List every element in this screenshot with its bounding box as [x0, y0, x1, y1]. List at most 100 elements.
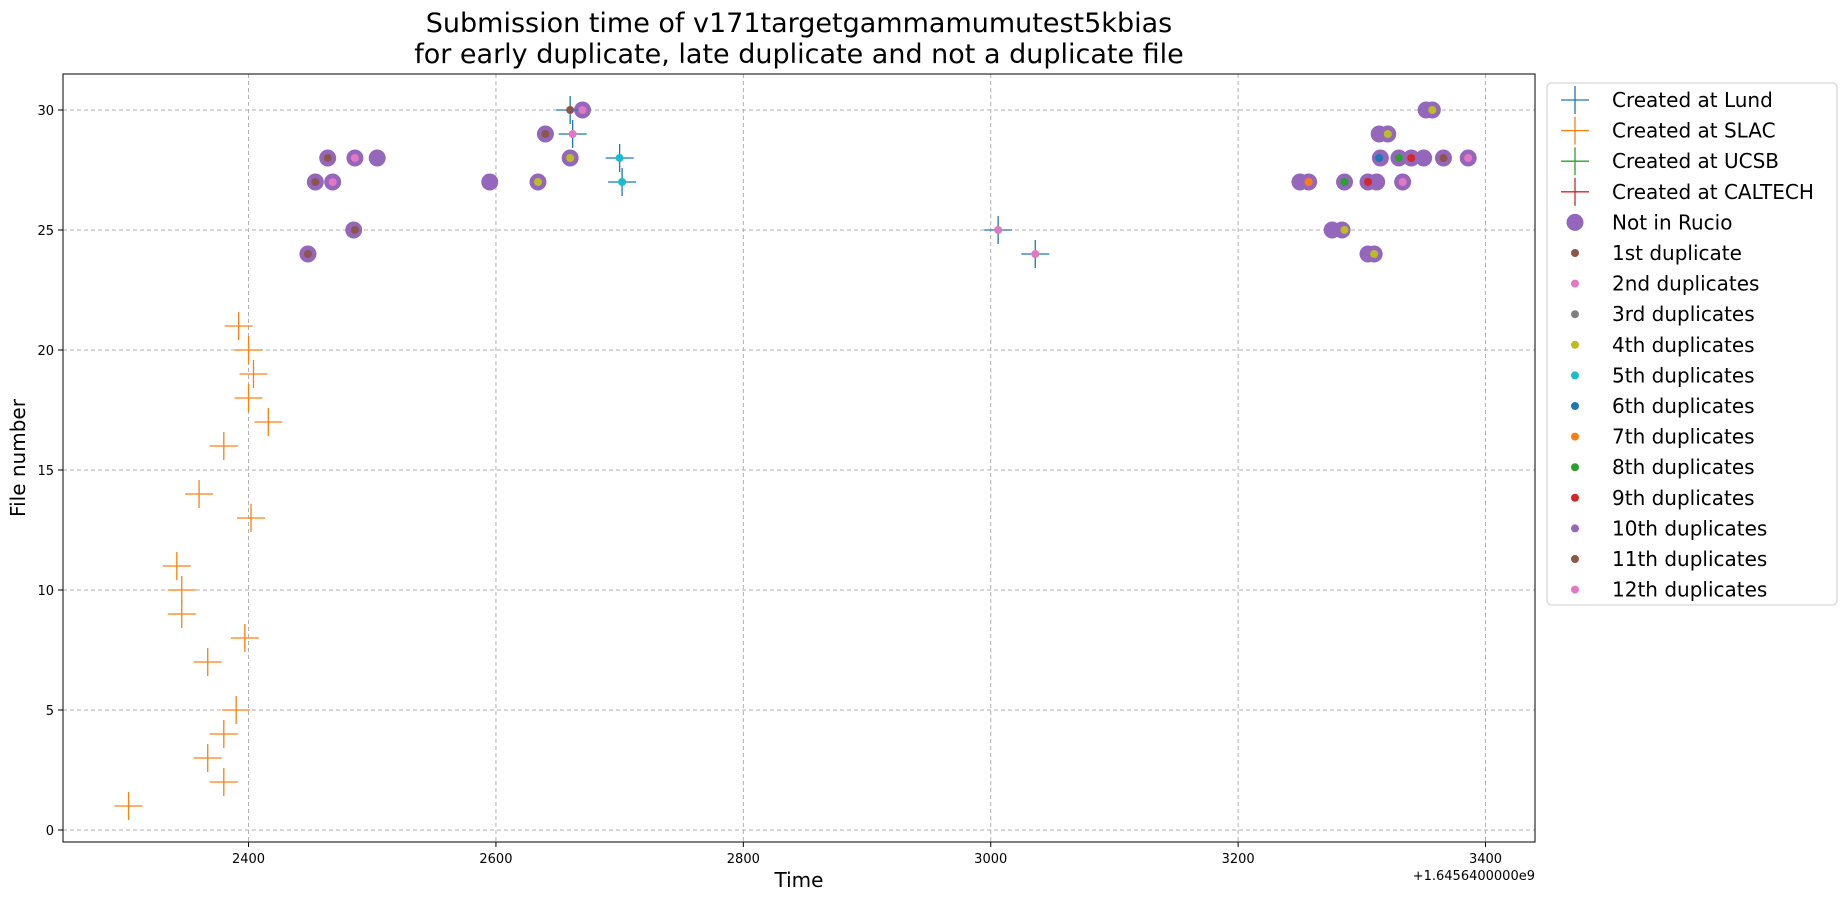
plot-frame: [62, 73, 1536, 843]
data-point: [185, 480, 214, 508]
data-point: [311, 178, 320, 186]
legend-entry-label: 3rd duplicates: [1612, 302, 1755, 326]
legend-marker: [1571, 340, 1579, 349]
y-tick-label: 15: [37, 464, 54, 479]
data-point: [209, 768, 238, 796]
legend-entry-label: 5th duplicates: [1612, 363, 1755, 387]
legend-entry-label: Created at SLAC: [1612, 119, 1776, 143]
data-point: [237, 504, 266, 532]
data-point: [1370, 250, 1379, 258]
y-tick-label: 30: [37, 104, 54, 119]
x-axis-label: Time: [774, 868, 824, 892]
data-point: [239, 360, 268, 388]
data-point: [1383, 130, 1392, 138]
data-point: [167, 576, 196, 604]
chart-title-line-2: for early duplicate, late duplicate and …: [414, 39, 1184, 70]
data-point: [1428, 106, 1437, 114]
data-point: [1394, 154, 1403, 162]
data-point: [114, 792, 143, 820]
data-point: [162, 552, 191, 580]
chart-title: Submission time of v171targetgammamumute…: [414, 8, 1184, 70]
legend-marker: [1571, 249, 1579, 257]
legend-entry-label: Created at Lund: [1612, 88, 1773, 112]
legend-entry-label: Created at UCSB: [1612, 149, 1779, 173]
legend-marker: [1571, 402, 1579, 410]
legend-marker: [1561, 147, 1589, 176]
x-tick-label: 3400: [1469, 852, 1502, 867]
legend-marker: [1566, 213, 1584, 231]
y-tick-label: 25: [37, 224, 54, 239]
data-point: [209, 720, 238, 748]
axis-ticks: 2400 2600 2800 3000 3200 3400 0 5 10 15 20 25 30: [37, 104, 1502, 867]
data-point: [568, 130, 577, 138]
legend-entry-label: 7th duplicates: [1612, 425, 1755, 449]
legend-marker: [1571, 310, 1579, 319]
data-point: [578, 106, 587, 114]
data-point: [328, 178, 337, 186]
x-tick-label: 3200: [1222, 852, 1255, 867]
legend-entry-label: 9th duplicates: [1612, 486, 1755, 510]
legend-frame: [1546, 82, 1838, 606]
chart-title-line-1: Submission time of v171targetgammamumute…: [426, 8, 1172, 39]
data-point: [566, 154, 575, 162]
data-point: [1398, 178, 1407, 186]
data-point: [566, 106, 575, 114]
legend-marker: [1561, 116, 1589, 145]
legend-marker: [1571, 585, 1579, 594]
data-point: [193, 648, 222, 676]
data-point: [323, 154, 332, 162]
data-point: [350, 226, 359, 234]
y-tick-label: 5: [46, 704, 54, 719]
data-point: [994, 226, 1003, 234]
data-point: [618, 178, 627, 186]
data-point: [1364, 178, 1373, 186]
data-point: [1439, 154, 1448, 162]
x-tick-label: 2400: [232, 852, 265, 867]
data-point: [222, 696, 251, 724]
data-point: [254, 408, 283, 436]
data-point: [1415, 149, 1433, 167]
data-point: [481, 173, 499, 191]
data-point: [615, 154, 624, 162]
data-point: [368, 149, 386, 167]
legend-entry-label: Created at CALTECH: [1612, 180, 1814, 204]
legend-marker: [1571, 493, 1579, 502]
legend-entry-label: 1st duplicate: [1612, 241, 1742, 265]
data-point: [1340, 226, 1349, 234]
legend-entry-label: 2nd duplicates: [1612, 272, 1759, 296]
data-point: [224, 312, 253, 340]
x-tick-label: 3000: [974, 852, 1007, 867]
legend-marker: [1571, 524, 1579, 533]
data-point: [230, 624, 259, 652]
data-point: [1375, 154, 1384, 162]
data-point: [1031, 250, 1040, 258]
data-point: [234, 384, 263, 412]
data-point: [303, 250, 312, 258]
legend-entry-label: 4th duplicates: [1612, 333, 1755, 357]
legend-marker: [1561, 177, 1589, 206]
legend-marker: [1571, 279, 1579, 288]
x-tick-label: 2600: [479, 852, 512, 867]
data-markers: [114, 96, 1477, 820]
data-point: [1368, 173, 1386, 191]
x-tick-label: 2800: [727, 852, 760, 867]
grid: [63, 74, 1535, 842]
x-axis-offset-label: +1.6456400000e9: [1413, 869, 1535, 884]
y-tick-label: 20: [37, 344, 54, 359]
data-point: [1304, 178, 1313, 186]
legend-entry-label: 8th duplicates: [1612, 455, 1755, 479]
legend-entry-label: 6th duplicates: [1612, 394, 1755, 418]
legend: Created at Lund Created at SLAC Created at…: [1546, 82, 1838, 606]
legend-entry-label: Not in Rucio: [1612, 210, 1732, 234]
y-tick-label: 0: [46, 824, 54, 839]
data-point: [541, 130, 550, 138]
data-point: [1340, 178, 1349, 186]
data-point: [209, 432, 238, 460]
legend-entry-label: 12th duplicates: [1612, 578, 1767, 602]
data-point: [167, 600, 196, 628]
legend-entry-label: 10th duplicates: [1612, 516, 1767, 540]
legend-marker: [1571, 371, 1579, 380]
data-point: [234, 336, 263, 364]
data-point: [533, 178, 542, 186]
